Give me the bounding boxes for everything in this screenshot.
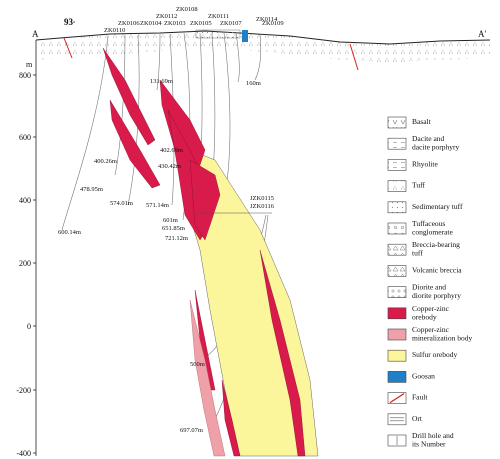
- elevation-axis: m 800 600 400 200 0 -200 -400: [16, 40, 37, 458]
- drill-hole-label: ZK0112: [156, 13, 177, 20]
- depth-label: 402.69m: [160, 147, 183, 154]
- elevation-tick-label: 400: [19, 196, 31, 205]
- legend-item-sulfur: Sulfur orebody: [387, 349, 457, 362]
- legend-swatch: [387, 286, 407, 298]
- elevation-tick-label: -200: [16, 386, 31, 395]
- elevation-tick-label: 200: [19, 259, 31, 268]
- depth-label: 697.07m: [180, 427, 203, 434]
- gossan-outcrop: [242, 30, 248, 42]
- elevation-unit-label: m: [26, 60, 33, 69]
- legend-label: Tuffaceous conglomerate: [412, 219, 453, 237]
- depth-label: 400.26m: [94, 158, 117, 165]
- fault-line: [349, 43, 359, 71]
- legend-label: Goosan: [412, 371, 435, 380]
- drill-hole-label: ZK0110: [104, 27, 125, 34]
- depth-label: 574.01m: [110, 200, 133, 207]
- depth-label: 430.42m: [158, 163, 181, 170]
- legend-swatch: [387, 307, 407, 320]
- legend-item-volc_breccia: Volcanic breccia: [387, 265, 462, 277]
- drill-hole-label: ZK0114: [256, 16, 278, 23]
- legend-label: Ort: [412, 414, 423, 423]
- legend-swatch: [387, 349, 407, 362]
- drill-hole-label: ZK0104: [140, 20, 162, 27]
- legend: Basalt Dacite and dacite porphyry Rhyolite T…: [387, 116, 472, 449]
- drill-hole-label: JZK0116: [250, 203, 275, 210]
- depth-labels: 131.69m 160m 402.69m 430.42m 400.26m 478.95m 5…: [58, 78, 261, 434]
- elevation-ticks: 800 600 400 200 0 -200 -400: [16, 71, 36, 458]
- legend-swatch: [387, 159, 407, 171]
- legend-item-dacite: Dacite and dacite porphyry: [387, 134, 460, 152]
- legend-item-breccia_tuff: Breccia-bearing tuff: [387, 240, 460, 258]
- depth-label: 651.85m: [162, 225, 185, 232]
- legend-swatch: [387, 201, 407, 214]
- legend-item-sed_tuff: Sedimentary tuff: [387, 201, 463, 214]
- legend-item-rhyolite: Rhyolite: [387, 159, 439, 171]
- depth-label: 721.12m: [165, 235, 188, 242]
- drill-hole-label: ZK0103: [164, 20, 186, 27]
- legend-label: Fault: [412, 393, 428, 402]
- legend-item-cu_zn: Copper-zinc orebody: [387, 304, 450, 322]
- legend-label: Tuff: [412, 181, 425, 190]
- legend-item-fault: Fault: [387, 392, 428, 404]
- azimuth-label: 93°: [64, 17, 76, 27]
- depth-label: 500m: [190, 361, 205, 368]
- legend-label: Copper-zinc orebody: [412, 304, 450, 322]
- legend-item-gossan: Goosan: [387, 371, 435, 383]
- legend-swatch: [387, 243, 407, 256]
- drill-hole-label: ZK0109: [262, 20, 284, 27]
- topography: [35, 29, 491, 62]
- legend-swatch: [387, 413, 407, 426]
- depth-label: 601m: [163, 217, 178, 224]
- copper-zinc-orebodies: [102, 47, 306, 457]
- legend-item-drillhole: Drill hole and its Number: [387, 431, 454, 449]
- legend-item-cu_zn_min: Copper-zinc mineralization body: [387, 325, 472, 343]
- legend-label: Dacite and dacite porphyry: [412, 134, 460, 152]
- depth-label: 160m: [246, 80, 261, 87]
- depth-label: 571.14m: [146, 202, 169, 209]
- elevation-tick-label: 0: [27, 322, 31, 331]
- legend-item-basalt: Basalt: [387, 116, 432, 129]
- legend-label: Rhyolite: [412, 159, 439, 168]
- legend-swatch: [387, 222, 407, 235]
- drill-hole-label: ZK0107: [220, 20, 242, 27]
- legend-swatch: [387, 265, 407, 277]
- legend-item-tuff_cong: Tuffaceous conglomerate: [387, 219, 453, 237]
- legend-label: Diorite and diorite porphyry: [412, 283, 461, 301]
- drill-hole-label: ZK0105: [190, 20, 212, 27]
- legend-label: Volcanic breccia: [412, 265, 462, 274]
- elevation-tick-label: 600: [19, 133, 31, 142]
- section-end-left: A: [32, 29, 39, 39]
- legend-label: Copper-zinc mineralization body: [412, 325, 472, 343]
- legend-label: Breccia-bearing tuff: [412, 240, 460, 258]
- legend-label: Basalt: [412, 117, 432, 126]
- elevation-tick-label: -400: [16, 449, 31, 458]
- drill-hole-label: ZK0111: [208, 13, 229, 20]
- legend-item-tuff: Tuff: [387, 180, 425, 192]
- legend-item-ort: Ort: [387, 413, 423, 426]
- mineralization-body: [189, 299, 226, 457]
- legend-swatch: [387, 137, 407, 150]
- drill-hole-label: ZK0108: [176, 6, 198, 13]
- legend-swatch: [387, 328, 407, 341]
- legend-label: Drill hole and its Number: [412, 431, 454, 449]
- legend-item-diorite: Diorite and diorite porphyry: [387, 283, 461, 301]
- fault-line: [63, 37, 73, 59]
- legend-label: Sulfur orebody: [412, 350, 457, 359]
- depth-label: 131.69m: [150, 78, 173, 85]
- elevation-tick-label: 800: [19, 71, 31, 80]
- legend-swatch: [387, 371, 407, 383]
- legend-swatch: [387, 116, 407, 129]
- depth-label: 600.14m: [58, 229, 81, 236]
- legend-label: Sedimentary tuff: [412, 202, 463, 211]
- legend-swatch: [387, 180, 407, 192]
- sulfur-orebody: [184, 149, 319, 457]
- drill-hole-label: JZK0115: [250, 195, 274, 202]
- section-end-right: A': [478, 29, 486, 39]
- depth-label: 478.95m: [80, 186, 103, 193]
- drill-hole-label: ZK0106: [118, 20, 140, 27]
